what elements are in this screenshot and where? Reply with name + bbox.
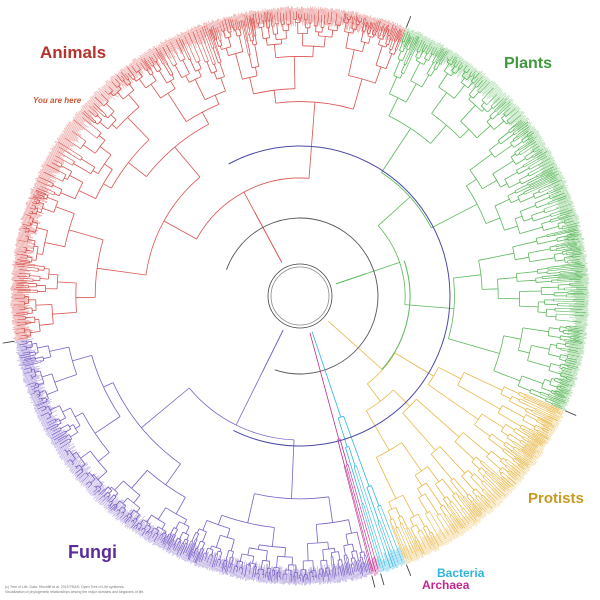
credit-line-2: Visualization of phylogenetic relationsh… [5,590,145,594]
credit-line-1: (c) Tree of Life. Data: Hinchliff et al.… [5,585,125,589]
boundary-tick-animals [2,340,15,344]
tree-branches [13,10,588,583]
clade-archaea [309,332,379,573]
clade-fungi [19,329,371,583]
label-archaea: Archaea [422,578,470,592]
label-plants: Plants [504,55,553,72]
clade-protists [327,320,562,561]
boundary-tick-marks [2,15,577,588]
clade-plants [335,31,588,410]
root-arc [226,217,379,375]
boundary-tick-protists [565,410,577,416]
inner-arc-plants-protists [381,260,411,370]
clade-animals [13,10,406,340]
label-protists: Protists [528,490,584,507]
inner-arc-animals-fungi [228,145,451,447]
clade-bacteria [311,331,403,571]
core-ring [270,266,330,326]
boundary-tick-fungi [371,575,376,588]
you-are-here-marker: You are here [33,96,82,105]
tip-fringe-animals [10,6,407,341]
boundary-tick-bacteria [406,564,412,577]
label-bacteria: Bacteria [437,566,485,580]
tip-fringe-archaea [367,556,380,577]
label-fungi: Fungi [68,542,117,562]
tree-root-core [226,217,379,375]
core-ring [267,263,333,329]
boundary-tick-archaea [380,573,385,586]
boundary-tick-plants [406,15,412,28]
label-animals: Animals [40,43,107,62]
